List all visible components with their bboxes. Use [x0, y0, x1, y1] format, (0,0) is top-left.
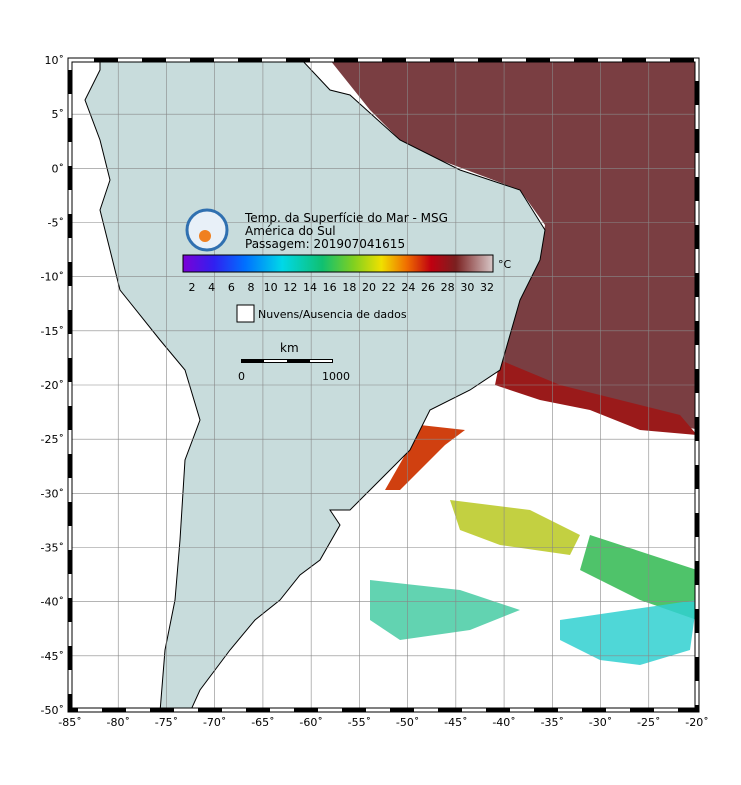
- lat-label: -20˚: [41, 379, 64, 392]
- lon-label: -85˚: [58, 716, 81, 729]
- colorbar-tick: 26: [421, 281, 435, 294]
- scale-bar-seg: [310, 360, 332, 362]
- legend-box: [236, 304, 255, 323]
- lat-label: -10˚: [41, 271, 64, 284]
- sst-red: [385, 425, 465, 490]
- lon-label: -60˚: [299, 716, 322, 729]
- lon-label: -55˚: [348, 716, 371, 729]
- lon-label: -50˚: [396, 716, 419, 729]
- lat-label: 5˚: [52, 108, 65, 121]
- colorbar-unit: °C: [498, 258, 512, 271]
- scale-unit: km: [280, 341, 299, 355]
- lon-label: -75˚: [155, 716, 178, 729]
- colorbar-tick: 20: [362, 281, 376, 294]
- lon-label: -20˚: [685, 716, 708, 729]
- tick-labels: -85˚ -80˚ -75˚ -70˚ -65˚ -60˚ -55˚ -50˚ -45˚ -40˚…: [41, 54, 709, 729]
- scale-bar-seg: [264, 360, 287, 362]
- sst-hot: [495, 360, 697, 435]
- lat-label: 0˚: [52, 162, 65, 175]
- scale-start: 0: [238, 370, 245, 383]
- colorbar-tick: 4: [208, 281, 215, 294]
- colorbar-ticks: 2 4 6 8 10 12 14 16 18 20 22 24 26 28 30 32: [189, 281, 495, 294]
- logo-sun: [199, 230, 211, 242]
- colorbar: [182, 254, 494, 273]
- colorbar-tick: 24: [401, 281, 415, 294]
- lat-label: 10˚: [45, 54, 65, 67]
- graticule: [70, 60, 697, 710]
- colorbar-tick: 12: [283, 281, 297, 294]
- colorbar-tick: 18: [342, 281, 356, 294]
- colorbar-tick: 14: [303, 281, 317, 294]
- logo: [185, 208, 229, 252]
- lon-label: -30˚: [589, 716, 612, 729]
- sst-cyan: [560, 600, 697, 665]
- lon-label: -70˚: [203, 716, 226, 729]
- map-layer: [70, 60, 697, 710]
- lat-label: -25˚: [41, 433, 64, 446]
- lon-label: -65˚: [251, 716, 274, 729]
- pass: Passagem: 201907041615: [245, 237, 405, 251]
- sst-green: [580, 535, 697, 620]
- scale-end: 1000: [322, 370, 350, 383]
- colorbar-tick: 8: [248, 281, 255, 294]
- colorbar-tick: 22: [382, 281, 396, 294]
- legend-text: Nuvens/Ausencia de dados: [258, 308, 407, 321]
- colorbar-tick: 30: [460, 281, 474, 294]
- lat-label: -40˚: [41, 596, 64, 609]
- lat-label: -35˚: [41, 542, 64, 555]
- lat-label: -15˚: [41, 325, 64, 338]
- colorbar-tick: 28: [441, 281, 455, 294]
- lon-label: -40˚: [492, 716, 515, 729]
- lat-label: -30˚: [41, 487, 64, 500]
- colorbar-tick: 16: [323, 281, 337, 294]
- lon-label: -80˚: [106, 716, 129, 729]
- lon-label: -45˚: [444, 716, 467, 729]
- colorbar-tick: 2: [189, 281, 196, 294]
- lon-label: -25˚: [637, 716, 660, 729]
- lat-label: -50˚: [41, 704, 64, 717]
- frame-dash: [68, 58, 699, 712]
- colorbar-tick: 32: [480, 281, 494, 294]
- lat-label: -45˚: [41, 650, 64, 663]
- lat-label: -5˚: [48, 217, 64, 230]
- region: América do Sul: [245, 224, 336, 238]
- sst-yellow: [450, 500, 580, 555]
- colorbar-tick: 6: [228, 281, 235, 294]
- title: Temp. da Superfície do Mar - MSG: [244, 211, 448, 225]
- sst-warm: [330, 60, 697, 430]
- lon-label: -35˚: [541, 716, 564, 729]
- colorbar-tick: 10: [264, 281, 278, 294]
